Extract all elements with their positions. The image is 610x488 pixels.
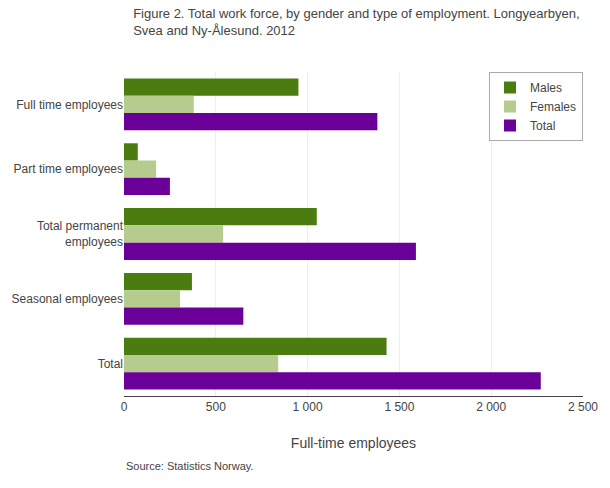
- svg-text:2 500: 2 500: [568, 400, 598, 414]
- svg-text:0: 0: [121, 400, 128, 414]
- svg-text:Full time employees: Full time employees: [16, 98, 123, 112]
- svg-text:Seasonal employees: Seasonal employees: [12, 292, 123, 306]
- svg-text:Source: Statistics Norway.: Source: Statistics Norway.: [126, 460, 254, 472]
- svg-text:1 500: 1 500: [384, 400, 414, 414]
- svg-text:1 000: 1 000: [293, 400, 323, 414]
- svg-text:Males: Males: [530, 81, 562, 95]
- svg-text:Total permanentemployees: Total permanentemployees: [37, 219, 124, 249]
- svg-text:Females: Females: [530, 100, 576, 114]
- svg-text:Total: Total: [98, 357, 123, 371]
- svg-text:500: 500: [206, 400, 226, 414]
- svg-text:2 000: 2 000: [476, 400, 506, 414]
- svg-text:Full-time employees: Full-time employees: [291, 435, 416, 451]
- svg-text:Total: Total: [530, 119, 555, 133]
- svg-text:Part time employees: Part time employees: [14, 162, 123, 176]
- svg-text:Figure 2. Total work force, by: Figure 2. Total work force, by gender an…: [133, 6, 579, 38]
